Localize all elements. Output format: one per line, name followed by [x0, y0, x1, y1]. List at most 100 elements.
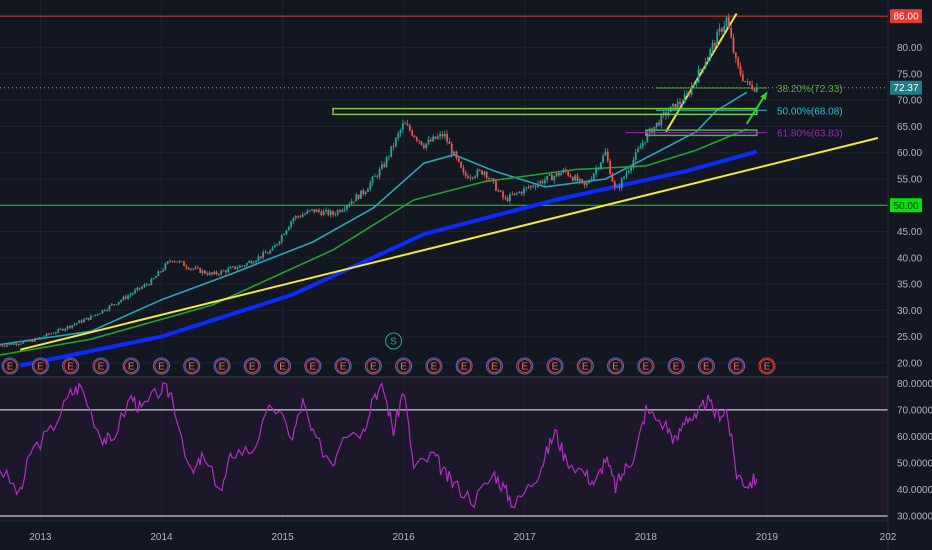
- candle-body: [697, 69, 700, 83]
- earnings-marker[interactable]: E: [728, 357, 746, 375]
- candle-body: [283, 234, 285, 236]
- candle-body: [516, 192, 518, 194]
- earnings-marker-inner: [426, 359, 441, 373]
- price-tick-label: 70.00: [897, 96, 922, 107]
- earnings-marker[interactable]: E: [516, 357, 534, 375]
- earnings-marker[interactable]: E: [304, 357, 322, 375]
- earnings-marker[interactable]: E: [395, 357, 413, 375]
- earnings-marker-ring: [213, 357, 231, 375]
- candle-body: [350, 201, 353, 205]
- candle-body: [180, 261, 183, 263]
- trendline: [19, 149, 758, 368]
- earnings-marker[interactable]: E: [758, 357, 776, 375]
- candle-body: [709, 48, 712, 58]
- earnings-marker[interactable]: E: [425, 357, 443, 375]
- candle-body: [597, 168, 600, 170]
- candle-body: [103, 310, 106, 311]
- earnings-marker-label: E: [642, 362, 649, 373]
- earnings-marker[interactable]: E: [213, 357, 231, 375]
- earnings-marker-ring: [637, 357, 655, 375]
- candle-body: [10, 343, 13, 345]
- earnings-marker[interactable]: E: [364, 357, 382, 375]
- events-layer[interactable]: E E E E E E E E E E E E E E E E E E E E E E E E E E S: [1, 332, 776, 375]
- candle-body: [606, 151, 609, 161]
- earnings-marker[interactable]: E: [576, 357, 594, 375]
- earnings-marker[interactable]: E: [274, 357, 292, 375]
- candle-body: [113, 304, 116, 306]
- candle-body: [259, 256, 262, 258]
- candle-body: [17, 344, 20, 345]
- candle-body: [690, 86, 693, 95]
- candle-body: [695, 82, 698, 84]
- candle-body: [681, 102, 684, 104]
- earnings-marker[interactable]: E: [1, 357, 19, 375]
- earnings-marker[interactable]: E: [31, 357, 49, 375]
- earnings-marker-label: E: [400, 362, 407, 373]
- price-marker-label: 50.00: [893, 201, 918, 212]
- earnings-marker-label: E: [552, 362, 559, 373]
- candle-body: [385, 157, 388, 167]
- candle-body: [700, 69, 702, 70]
- earnings-marker[interactable]: E: [546, 357, 564, 375]
- rsi-tick-label: 60.0000: [897, 432, 932, 443]
- candle-body: [369, 182, 372, 189]
- earnings-marker[interactable]: E: [122, 357, 140, 375]
- earnings-marker[interactable]: E: [92, 357, 110, 375]
- candle-body: [655, 122, 658, 127]
- candle-body: [716, 31, 719, 46]
- candle-body: [550, 174, 553, 181]
- earnings-marker[interactable]: E: [243, 357, 261, 375]
- price-tick-label: 60.00: [897, 148, 922, 159]
- candle-body: [730, 27, 733, 38]
- candle-body: [609, 160, 612, 175]
- candle-body: [381, 164, 383, 169]
- candle-body: [343, 208, 346, 211]
- candle-body: [741, 74, 744, 81]
- earnings-marker[interactable]: E: [455, 357, 473, 375]
- candle-body: [162, 269, 164, 272]
- split-marker-ring: [385, 332, 403, 350]
- candle-body: [85, 317, 88, 320]
- candle-body: [683, 94, 686, 103]
- earnings-marker[interactable]: E: [334, 357, 352, 375]
- candle-body: [280, 235, 283, 242]
- earnings-marker[interactable]: E: [637, 357, 655, 375]
- candle-body: [443, 133, 446, 137]
- candle-body: [371, 176, 374, 183]
- candle-body: [64, 328, 67, 331]
- candle-body: [322, 211, 325, 216]
- earnings-marker-inner: [517, 359, 532, 373]
- candle-body: [166, 261, 169, 264]
- earnings-marker-ring: [395, 357, 413, 375]
- earnings-marker-label: E: [340, 362, 347, 373]
- earnings-marker-label: E: [491, 362, 498, 373]
- candle-body: [262, 252, 265, 258]
- candle-body: [602, 155, 605, 163]
- earnings-marker[interactable]: E: [62, 357, 80, 375]
- candle-body: [546, 175, 549, 181]
- earnings-marker[interactable]: E: [183, 357, 201, 375]
- candle-body: [581, 179, 584, 182]
- candle-body: [567, 171, 570, 176]
- earnings-marker[interactable]: E: [667, 357, 685, 375]
- candle-body: [222, 270, 225, 272]
- earnings-marker[interactable]: E: [697, 357, 715, 375]
- split-marker[interactable]: S: [385, 332, 403, 350]
- earnings-marker[interactable]: E: [152, 357, 170, 375]
- earnings-marker-inner: [638, 359, 653, 373]
- candle-body: [679, 101, 681, 104]
- candle-body: [532, 185, 535, 187]
- candle-body: [48, 333, 50, 335]
- candle-body: [220, 270, 223, 275]
- earnings-marker[interactable]: E: [607, 357, 625, 375]
- candle-body: [155, 276, 157, 278]
- price-tick-label: 35.00: [897, 280, 922, 291]
- price-tick-label: 40.00: [897, 253, 922, 264]
- candle-body: [96, 314, 99, 316]
- earnings-marker[interactable]: E: [485, 357, 503, 375]
- candle-body: [108, 305, 111, 310]
- candle-body: [206, 273, 209, 275]
- candle-body: [304, 213, 306, 215]
